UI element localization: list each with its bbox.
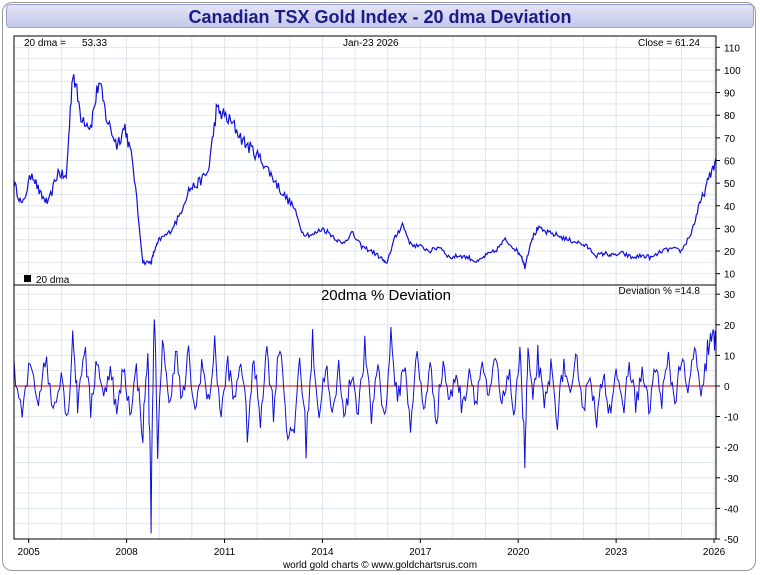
x-tick-label: 2005: [18, 547, 41, 558]
y-tick-label-top: 110: [724, 43, 740, 54]
x-tick-label: 2014: [311, 547, 334, 558]
x-tick-label: 2026: [703, 547, 726, 558]
deviation-panel-border: [13, 284, 717, 540]
x-tick-label: 2023: [605, 547, 628, 558]
y-tick-label-bottom: -50: [724, 535, 739, 546]
x-tick-label: 2017: [409, 547, 432, 558]
x-tick-label: 2011: [214, 547, 236, 558]
footer-credit: world gold charts © www.goldchartsrus.co…: [282, 560, 477, 571]
legend-marker: [24, 275, 31, 282]
y-tick-label-bottom: -30: [724, 474, 739, 485]
x-tick-label: 2020: [507, 547, 530, 558]
x-tick-label: 2008: [115, 547, 138, 558]
y-tick-label-bottom: -40: [724, 504, 739, 515]
y-tick-label-bottom: -10: [724, 413, 739, 424]
y-tick-label-top: 10: [724, 270, 736, 281]
y-tick-label-top: 20: [724, 247, 736, 258]
y-tick-label-top: 30: [724, 224, 736, 235]
y-tick-label-top: 70: [724, 134, 736, 145]
date-label: Jan-23 2026: [343, 38, 399, 49]
deviation-subtitle: 20dma % Deviation: [321, 287, 451, 304]
grid-lines: [14, 36, 716, 539]
y-tick-label-top: 40: [724, 202, 736, 213]
y-tick-label-bottom: -20: [724, 443, 739, 454]
y-tick-label-top: 60: [724, 157, 736, 168]
y-tick-label-bottom: 10: [724, 351, 736, 362]
price-line: [13, 74, 717, 270]
y-tick-label-bottom: 30: [724, 290, 736, 301]
title-bar: Canadian TSX Gold Index - 20 dma Deviati…: [6, 4, 754, 28]
axis-ticks: 10 20 30 40 50 60 70 80 90 100 110 -50 -40 -30 -20 -10 0…: [18, 43, 742, 558]
dma-label: 20 dma =: [24, 38, 66, 49]
deviation-value: Deviation % =14.8: [619, 286, 701, 297]
deviation-line: [13, 319, 717, 534]
y-tick-label-top: 80: [724, 111, 736, 122]
dma-value: 53.33: [82, 38, 107, 49]
chart-title: Canadian TSX Gold Index - 20 dma Deviati…: [188, 7, 572, 27]
y-tick-label-top: 50: [724, 179, 736, 190]
y-tick-label-bottom: 20: [724, 321, 736, 332]
legend-label: 20 dma: [36, 275, 70, 286]
y-tick-label-top: 90: [724, 89, 736, 100]
close-label: Close = 61.24: [638, 38, 700, 49]
y-tick-label-top: 100: [724, 66, 741, 77]
y-tick-label-bottom: 0: [724, 382, 730, 393]
